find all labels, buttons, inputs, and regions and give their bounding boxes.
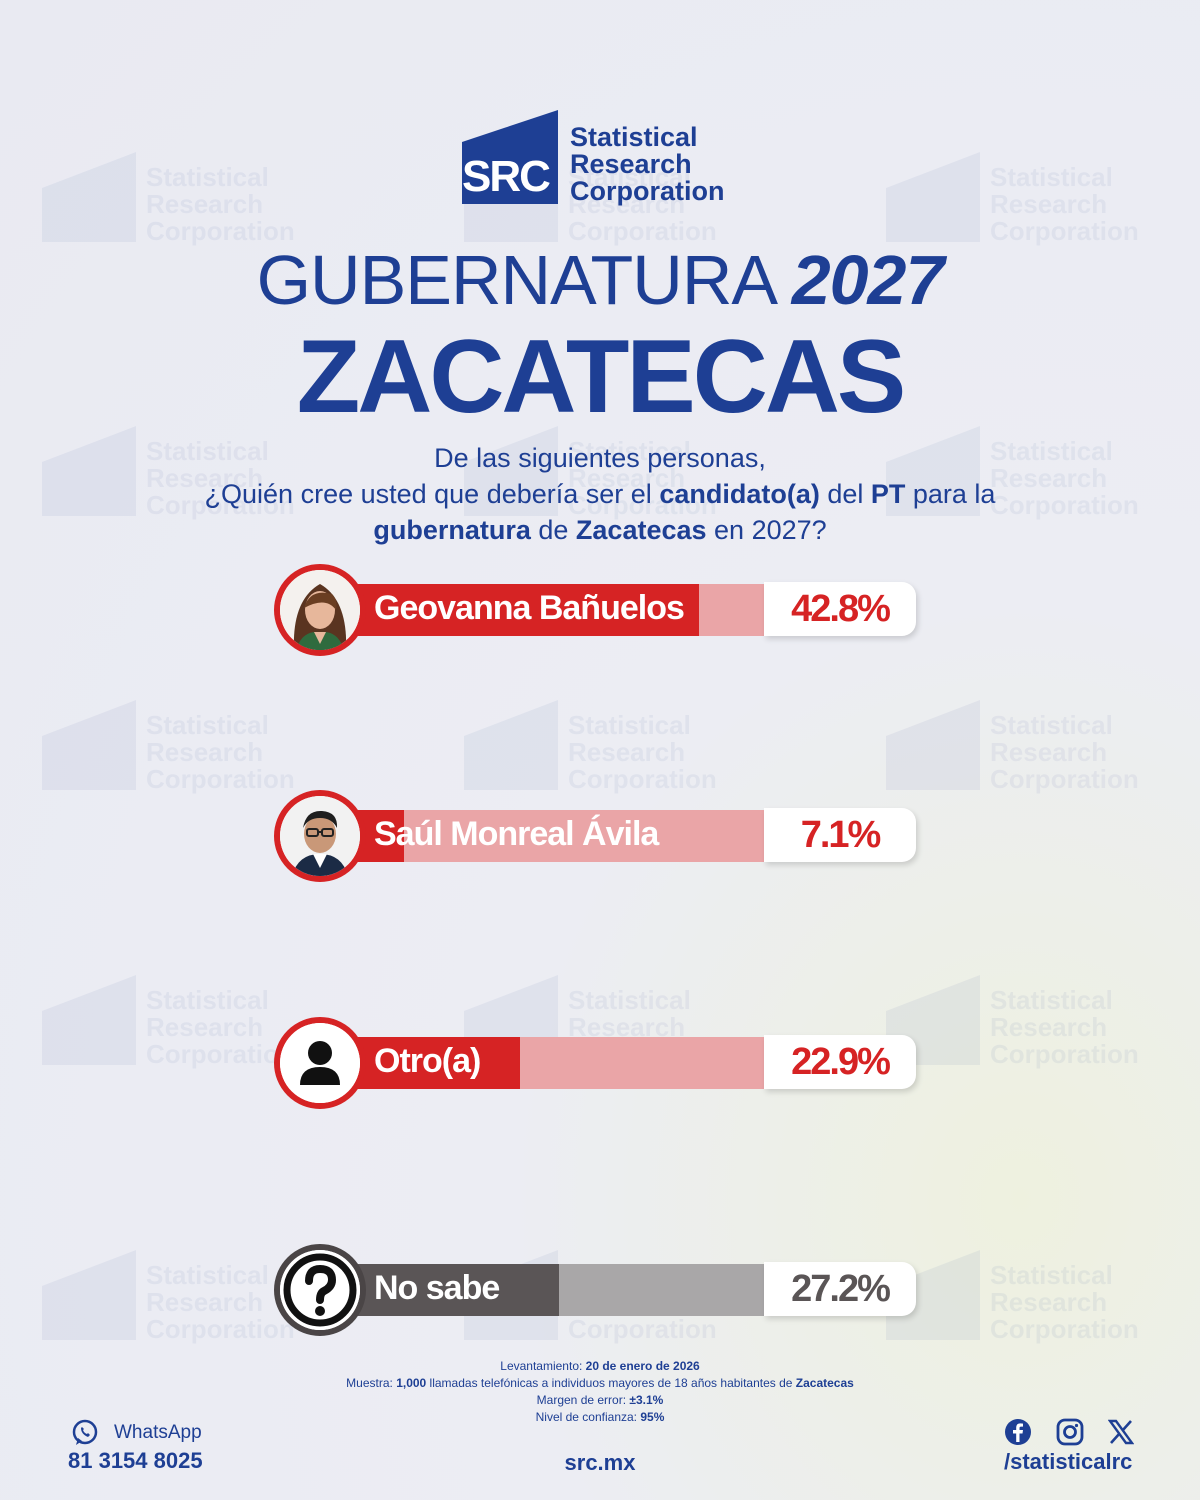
bar-category-label: Geovanna Bañuelos	[374, 589, 685, 627]
survey-question: De las siguientes personas, ¿Quién cree …	[100, 440, 1100, 548]
q2c: del	[819, 479, 871, 509]
logo-line-3: Corporation	[570, 176, 725, 206]
candidate-photo-icon	[280, 570, 360, 650]
watermark-shape	[886, 700, 980, 790]
state-title: ZACATECAS	[296, 319, 907, 435]
question-line-1: De las siguientes personas,	[434, 443, 766, 473]
watermark-shape	[886, 152, 980, 242]
confidence-label: Nivel de confianza:	[535, 1410, 641, 1424]
question-icon	[280, 1250, 360, 1330]
bar-avatar	[274, 564, 366, 656]
candidate-photo-icon	[280, 796, 360, 876]
whatsapp-icon	[72, 1419, 98, 1445]
sample-label: Muestra:	[346, 1376, 397, 1390]
bar-category-label: No sabe	[374, 1269, 500, 1307]
watermark-shape	[42, 700, 136, 790]
q3b: de	[530, 515, 576, 545]
margin-label: Margen de error:	[536, 1393, 630, 1407]
bar-value-label: 27.2%	[764, 1262, 916, 1316]
logo-words: Statistical Research Corporation	[570, 124, 725, 205]
watermark-shape	[464, 700, 558, 790]
watermark-shape	[42, 1250, 136, 1340]
title-year: 2027	[791, 241, 945, 319]
bar-avatar	[274, 1017, 366, 1109]
social-icons	[1004, 1418, 1144, 1448]
logo-line-2: Research	[570, 149, 692, 179]
src-logo: SRC Statistical Research Corporation	[462, 110, 742, 210]
social-handle[interactable]: /statisticalrc	[1004, 1449, 1133, 1474]
website-link[interactable]: src.mx	[564, 1450, 636, 1475]
margin-value: ±3.1%	[629, 1393, 664, 1407]
bar-avatar	[274, 790, 366, 882]
question-line-3: gubernatura de Zacatecas en 2027?	[100, 512, 1100, 548]
whatsapp-label: WhatsApp	[114, 1422, 202, 1443]
watermark-shape	[42, 975, 136, 1065]
q2e: para la	[905, 479, 996, 509]
instagram-icon[interactable]	[1056, 1418, 1084, 1446]
x-icon[interactable]	[1108, 1419, 1134, 1445]
bar-category-label: Otro(a)	[374, 1042, 481, 1080]
bar-row: Otro(a) 22.9%	[274, 1017, 924, 1109]
confidence-line: Nivel de confianza: 95%	[0, 1409, 1200, 1426]
sample-text: llamadas telefónicas a individuos mayore…	[426, 1376, 796, 1390]
person-icon	[280, 1023, 360, 1103]
page-title: GUBERNATURA 2027	[0, 240, 1200, 320]
fieldwork-value: 20 de enero de 2026	[585, 1359, 700, 1373]
bar-track	[314, 584, 764, 636]
q2d: PT	[870, 479, 906, 509]
fieldwork-line: Levantamiento: 20 de enero de 2026	[0, 1358, 1200, 1375]
whatsapp-number[interactable]: 81 3154 8025	[68, 1448, 203, 1473]
q3d: en 2027?	[706, 515, 827, 545]
fieldwork-label: Levantamiento:	[500, 1359, 586, 1373]
bar-category-label: Saúl Monreal Ávila	[374, 815, 659, 853]
bar-value-label: 7.1%	[764, 808, 916, 862]
bar-row: Saúl Monreal Ávila 7.1%	[274, 790, 924, 882]
sample-place: Zacatecas	[795, 1376, 854, 1390]
facebook-icon[interactable]	[1004, 1418, 1032, 1446]
confidence-value: 95%	[640, 1410, 665, 1424]
logo-line-1: Statistical	[570, 122, 698, 152]
q2a: ¿Quién cree usted que debería ser el	[204, 479, 660, 509]
margin-line: Margen de error: ±3.1%	[0, 1392, 1200, 1409]
logo-mark: SRC	[462, 152, 551, 201]
bar-avatar	[274, 1244, 366, 1336]
question-line-2: ¿Quién cree usted que debería ser el can…	[100, 476, 1100, 512]
sample-value: 1,000	[396, 1376, 427, 1390]
q3c: Zacatecas	[575, 515, 707, 545]
bar	[314, 584, 699, 636]
title-light: GUBERNATURA	[256, 241, 775, 319]
bar-row: Geovanna Bañuelos 42.8%	[274, 564, 924, 656]
q3a: gubernatura	[373, 515, 531, 545]
bar-value-label: 42.8%	[764, 582, 916, 636]
methodology-note: Levantamiento: 20 de enero de 2026 Muest…	[0, 1358, 1200, 1426]
watermark-shape	[42, 152, 136, 242]
bar-value-label: 22.9%	[764, 1035, 916, 1089]
sample-line: Muestra: 1,000 llamadas telefónicas a in…	[0, 1375, 1200, 1392]
bar-row: No sabe 27.2%	[274, 1244, 924, 1336]
q2b: candidato(a)	[659, 479, 820, 509]
